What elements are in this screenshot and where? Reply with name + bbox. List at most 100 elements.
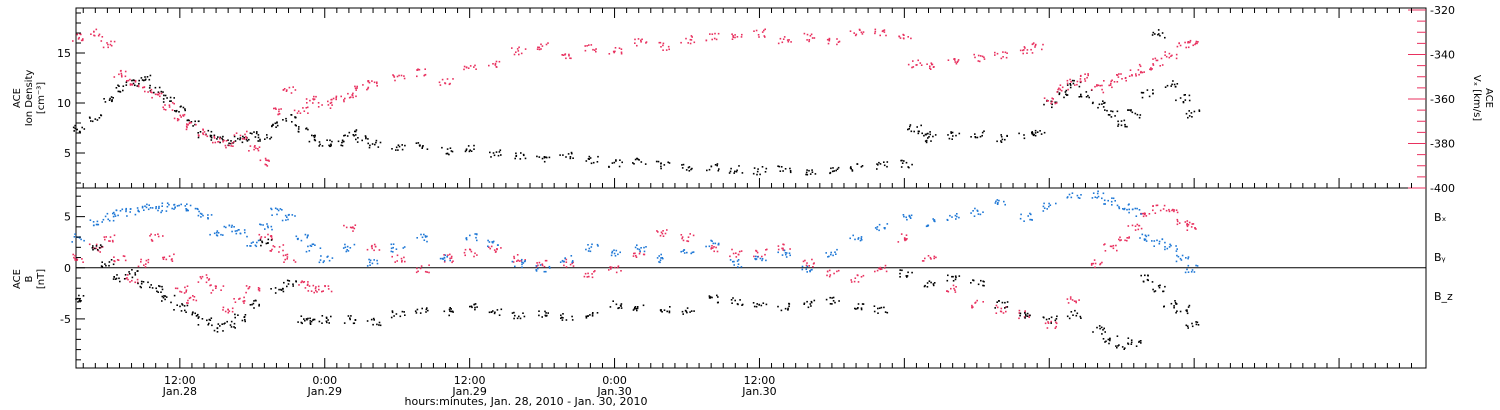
by-point [849,234,863,242]
bx-point [946,274,961,282]
ylabel-b-line3: [nT] [36,269,47,289]
ion-density-point [343,129,358,137]
ion-density-point [1078,89,1093,99]
vx-point [273,107,282,116]
vx-point [680,35,696,45]
top-right-ylabel: ACE Vₓ [km/s] [1471,75,1494,121]
ytick-label-bottom: 5 [64,211,71,224]
vx-point [1030,42,1044,51]
ion-density-point [271,121,279,128]
ylabel-left-line2: Ion Density [24,70,35,127]
vx-point [511,46,527,56]
ytick-label-top-right: -320 [1430,4,1455,17]
ion-density-point [752,166,768,176]
by-point [149,205,163,214]
ytick-label-top-right: -340 [1430,49,1455,62]
ion-density-point [1091,100,1106,109]
vx-point [354,84,370,91]
vx-point [1176,41,1191,49]
xtick-label-date: Jan.29 [451,385,486,398]
legend-bz: B_z [1434,290,1453,303]
ytick-label-top-right: -400 [1430,182,1455,195]
bx-point [681,307,695,315]
bz-point [298,280,309,289]
bz-point [802,258,815,268]
bz-point [563,258,575,268]
bz-point [391,254,406,263]
vx-point [1128,69,1142,77]
ion-density-point [1164,80,1179,88]
xtick-label-time: 0:00 [312,374,337,387]
vx-point [753,28,766,38]
vx-point [162,101,175,111]
vx-point [223,139,235,149]
ion-density-point [103,96,114,103]
by-point [925,218,936,228]
by-point [235,229,248,238]
bx-point [161,294,176,304]
vx-point [731,33,743,40]
vx-point [113,69,127,78]
vx-point [1138,63,1153,74]
ion-density-point [1018,131,1034,140]
bottom-panel-data [71,190,1200,350]
bz-point [1103,243,1118,252]
bx-point [659,306,671,314]
bx-point [777,302,791,312]
ion-density-point [585,155,599,165]
bx-point [585,312,599,319]
bx-point [1019,312,1031,319]
by-point [634,244,647,253]
by-point [729,259,743,268]
by-point [71,233,85,243]
ion-density-point [72,124,86,133]
ion-density-point [805,169,817,176]
bz-point [995,304,1007,314]
ylabel-b-line2: B [24,275,35,282]
by-point [1103,197,1116,206]
vx-point [634,38,648,47]
bx-point [1066,309,1082,320]
ion-density-point [632,157,647,165]
top-left-ylabel: ACE Ion Density [cm⁻³] [12,70,47,127]
x-axis-title: hours:minutes, Jan. 28, 2010 - Jan. 30, … [405,395,648,408]
bx-point [321,315,332,324]
ion-density-point [330,139,345,147]
bx-point [899,269,913,278]
bx-point [297,315,309,325]
bz-point [488,245,502,253]
by-point [585,243,599,253]
vx-point [305,95,317,104]
ytick-label-top-right: -380 [1430,138,1455,151]
vx-point [561,53,572,60]
vx-point [1019,46,1034,55]
bx-point [443,307,454,317]
vx-point [1079,73,1089,83]
bz-point [269,244,285,253]
bx-point [1175,304,1191,315]
bx-point [100,259,115,268]
vx-point [259,157,270,167]
vx-point [488,60,501,68]
bz-point [512,254,526,263]
ion-density-point [1151,29,1166,39]
bx-point [259,238,273,247]
vx-point [463,64,477,71]
bz-point [897,233,908,243]
bx-point [151,285,164,293]
ion-density-point [849,163,864,172]
ion-density-point [367,139,382,149]
bz-point [137,258,150,268]
ion-density-point [246,131,261,141]
bx-point [994,300,1009,309]
vx-point [293,106,309,114]
vx-point [777,36,792,45]
ytick-label-top-right: -360 [1430,93,1455,106]
bz-point [874,264,888,273]
bx-point [803,299,816,309]
bz-point [1165,208,1179,214]
vx-point [100,40,116,49]
by-point [1151,238,1166,247]
bx-point [1185,321,1200,329]
by-point [102,212,116,222]
